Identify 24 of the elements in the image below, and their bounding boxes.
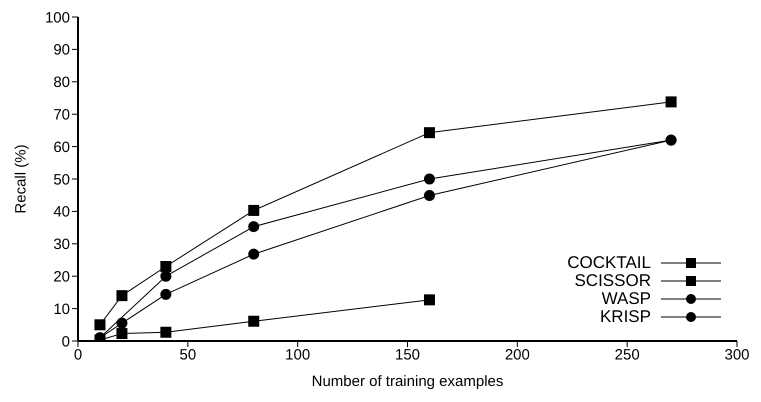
- y-tick-label: 50: [53, 171, 70, 188]
- x-tick-label: 200: [504, 346, 530, 364]
- y-tick-label: 90: [53, 42, 70, 59]
- x-tick-label: 150: [394, 346, 420, 364]
- x-tick-label: 100: [285, 346, 310, 364]
- x-tick-label: 300: [724, 346, 750, 364]
- legend-label: SCISSOR: [574, 271, 651, 290]
- x-axis-title: Number of training examples: [312, 373, 504, 390]
- legend-label: WASP: [602, 289, 651, 308]
- y-tick-label: 100: [44, 9, 70, 26]
- legend-label: KRISP: [600, 307, 651, 326]
- y-tick-label: 20: [53, 268, 70, 286]
- legend-label: COCKTAIL: [567, 253, 651, 272]
- y-tick-label: 80: [53, 74, 70, 92]
- x-tick-label: 0: [74, 346, 82, 364]
- y-tick-label: 70: [53, 106, 70, 124]
- y-tick-label: 40: [53, 204, 70, 221]
- y-tick-label: 10: [53, 300, 70, 318]
- x-tick-label: 250: [614, 346, 640, 364]
- x-tick-label: 50: [179, 346, 196, 364]
- y-tick-label: 30: [53, 236, 70, 254]
- y-axis-title: Recall (%): [12, 144, 30, 214]
- y-tick-label: 60: [53, 138, 70, 156]
- y-tick-label: 0: [62, 333, 70, 350]
